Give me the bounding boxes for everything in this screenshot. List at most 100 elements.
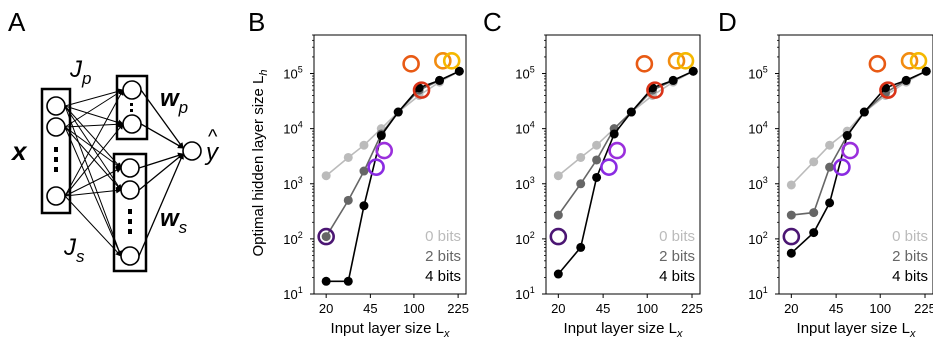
panel-label-b: B: [248, 7, 265, 37]
series-line: [791, 70, 927, 216]
legend-entry: 4 bits: [892, 268, 928, 285]
legend-entry: 2 bits: [425, 248, 461, 265]
y-tick-label: 105: [748, 65, 767, 82]
y-tick-label: 103: [748, 175, 767, 192]
data-point: [576, 179, 586, 189]
data-point: [609, 129, 619, 139]
y-tick-label: 105: [283, 65, 302, 82]
chart-panel-d: 101 102 103 104 105 20 45 100 225 Input layer siz…: [748, 34, 933, 340]
highlight-circle: [667, 52, 686, 70]
hidden-p-unit: [122, 80, 142, 100]
output-label: y: [204, 139, 220, 166]
input-unit: [46, 96, 66, 116]
highlight-circle: [367, 158, 385, 176]
input-unit: [46, 186, 66, 206]
data-point: [592, 172, 602, 182]
data-point: [553, 210, 563, 220]
data-point: [842, 131, 852, 141]
highlight-circle: [841, 141, 859, 160]
data-point: [592, 140, 602, 150]
data-point: [825, 162, 835, 172]
data-point: [343, 276, 353, 286]
panel-label-a: A: [8, 7, 26, 37]
series-line: [557, 70, 694, 216]
hidden-p-unit: [122, 114, 142, 134]
x-axis-label: Input layer size Lx: [331, 320, 450, 340]
chart-panel-c: 101 102 103 104 105 20 45 100 225 Input layer siz…: [515, 34, 703, 340]
network-edges: [64, 88, 184, 257]
input-hidden-connection: [64, 88, 124, 107]
highlight-circle: [868, 55, 887, 73]
data-point: [809, 208, 819, 218]
input-ellipsis: [54, 147, 58, 172]
x-tick-label: 225: [681, 301, 703, 316]
y-tick-label: 103: [283, 175, 302, 192]
data-point: [786, 210, 796, 220]
highlight-circle: [900, 52, 919, 70]
data-point: [393, 107, 403, 117]
x-tick-label: 100: [869, 301, 891, 316]
legend-entry: 0 bits: [425, 228, 461, 245]
highlight-circle: [608, 141, 626, 160]
highlight-circle: [600, 158, 618, 176]
x-tick-label: 20: [551, 301, 565, 316]
x-tick-label: 100: [403, 301, 425, 316]
data-point: [859, 107, 869, 117]
legend-entry: 0 bits: [659, 228, 695, 245]
highlight-circle: [442, 52, 461, 70]
y-tick-label: 102: [283, 230, 302, 247]
highlight-circle: [782, 227, 801, 246]
highlight-circle: [549, 227, 568, 246]
x-tick-label: 20: [784, 301, 798, 316]
series-line: [790, 70, 927, 186]
data-point: [376, 131, 386, 141]
highlight-circle: [676, 52, 695, 70]
ws-label: ws: [160, 205, 188, 237]
legend-entry: 0 bits: [892, 228, 928, 245]
y-tick-label: 104: [515, 120, 534, 137]
x-axis-label: Input layer size Lx: [797, 320, 916, 340]
input-label: x: [10, 136, 28, 166]
data-point: [553, 171, 563, 181]
x-tick-label: 225: [447, 301, 469, 316]
y-tick-label: 102: [748, 230, 767, 247]
hidden-s-ellipsis: [128, 209, 132, 234]
data-point: [809, 228, 819, 238]
data-point: [321, 232, 331, 242]
x-tick-label: 100: [636, 301, 658, 316]
panel-label-d: D: [718, 7, 737, 37]
hidden-s-unit: [120, 180, 140, 200]
y-axis-label: Optimal hidden layer size Lh: [250, 69, 270, 256]
plot-frame: [313, 34, 467, 295]
data-point: [809, 157, 819, 167]
data-point: [668, 75, 678, 85]
hidden-p-ellipsis: [130, 103, 133, 112]
plot-frame: [778, 34, 933, 295]
data-point: [343, 195, 353, 205]
js-label: Js: [63, 234, 85, 266]
data-point: [576, 242, 586, 252]
y-tick-label: 105: [515, 65, 534, 82]
x-tick-label: 45: [363, 301, 377, 316]
highlight-circle: [635, 55, 654, 73]
data-point: [359, 140, 369, 150]
y-tick-label: 101: [748, 285, 767, 302]
pathway-p-layer-box: [115, 74, 149, 141]
data-point: [359, 166, 369, 176]
output-unit: [182, 141, 202, 161]
y-tick-label: 104: [748, 120, 767, 137]
input-hidden-connection: [64, 123, 124, 197]
data-point: [359, 201, 369, 211]
data-point: [825, 198, 835, 208]
network-diagram: A x Jp Js wp ws ^ y: [8, 7, 220, 273]
highlight-circle: [402, 55, 420, 73]
x-tick-label: 45: [596, 301, 610, 316]
data-point: [688, 66, 698, 76]
input-unit: [46, 117, 66, 137]
input-hidden-connection: [64, 89, 124, 197]
highlight-circle: [317, 227, 335, 246]
input-hidden-connection: [64, 121, 124, 128]
data-point: [626, 107, 636, 117]
highlight-circle: [412, 81, 431, 99]
legend-entry: 2 bits: [892, 248, 928, 265]
